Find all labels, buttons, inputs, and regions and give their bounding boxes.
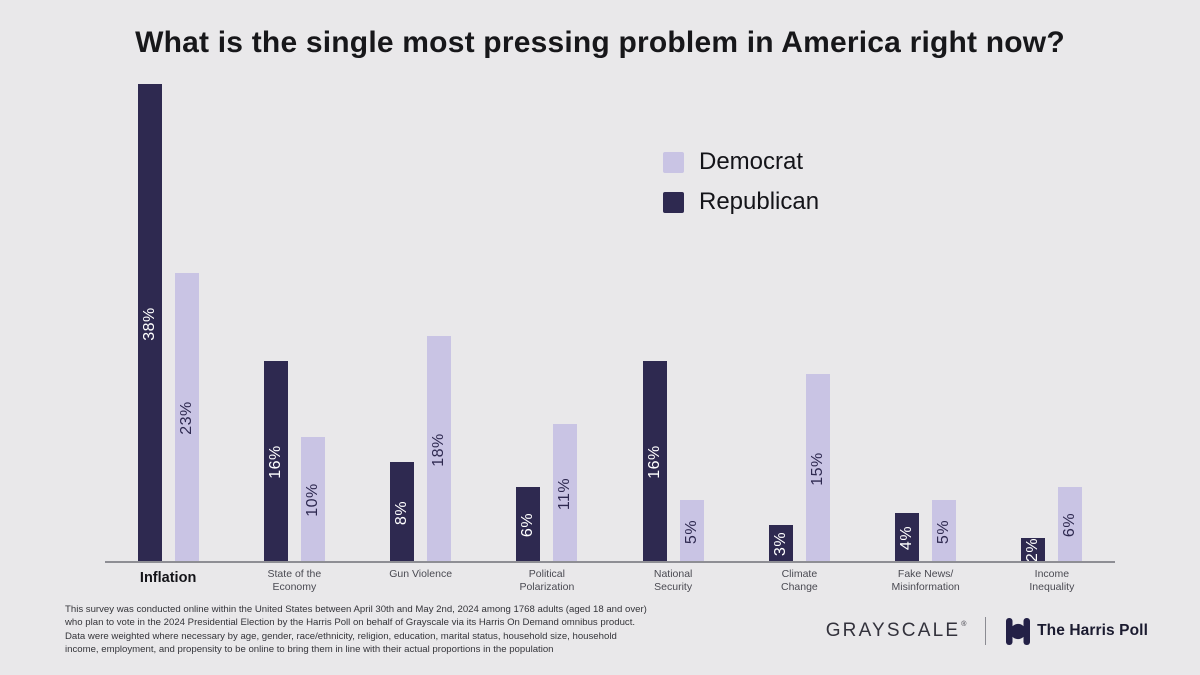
harris-poll-logo-text: The Harris Poll <box>1037 622 1148 639</box>
bar-value-label: 6% <box>519 513 537 538</box>
category-label-fake-news-misinformation: Fake News/Misinformation <box>891 568 960 593</box>
category-label-political-polarization: Political Polarization <box>519 568 575 593</box>
bar-democrat-political-polarization: 11% <box>553 424 578 563</box>
x-axis-line <box>105 561 1115 563</box>
bar-democrat-fake-news-misinformation: 5% <box>932 500 957 563</box>
harris-poll-icon <box>1006 617 1031 645</box>
bar-group-income-inequality: 2% 6% <box>989 0 1115 563</box>
bar-group-national-security: 16% 5% <box>610 0 736 563</box>
bar-value-label: 8% <box>393 500 411 525</box>
legend-item-republican: Republican <box>663 190 819 214</box>
category-label-climate-change: Climate Change <box>780 568 818 593</box>
bar-value-label: 5% <box>682 519 700 544</box>
legend-item-democrat: Democrat <box>663 150 819 174</box>
harris-poll-logo: The Harris Poll <box>1006 617 1148 645</box>
bar-democrat-gun-violence: 18% <box>427 336 452 563</box>
footnote-line: who plan to vote in the 2024 Presidentia… <box>65 617 636 629</box>
footnote-line: This survey was conducted online within … <box>65 604 647 615</box>
bar-value-label: 10% <box>303 483 321 517</box>
category-label-state-of-the-economy: State of the Economy <box>267 568 322 593</box>
bar-value-label: 6% <box>1061 513 1079 538</box>
bar-democrat-state-of-the-economy: 10% <box>300 437 325 563</box>
legend-label-republican: Republican <box>699 188 820 215</box>
chart-legend: Democrat Republican <box>663 150 819 214</box>
bar-value-label: 18% <box>430 432 448 467</box>
bar-democrat-inflation: 23% <box>174 273 199 563</box>
category-label-income-inequality: Income Inequality <box>1029 568 1075 593</box>
bar-republican-fake-news-misinformation: 4% <box>895 512 920 563</box>
footnote-line: income, employment, and propensity to be… <box>65 644 554 656</box>
bar-group-fake-news-misinformation: 4% 5% <box>863 0 989 563</box>
bar-republican-climate-change: 3% <box>768 525 793 563</box>
bar-value-label: 38% <box>140 306 158 341</box>
trademark-symbol: ® <box>961 621 969 628</box>
bar-group-state-of-the-economy: 16% 10% <box>231 0 357 563</box>
legend-swatch-democrat <box>663 151 684 173</box>
bar-democrat-national-security: 5% <box>679 500 704 563</box>
legend-label-democrat: Democrat <box>699 148 804 175</box>
footer-logos: GRAYSCALE ® The Harris Poll <box>826 612 1148 650</box>
bar-value-label: 15% <box>808 451 826 486</box>
grayscale-logo: GRAYSCALE ® <box>826 620 969 642</box>
bar-group-political-polarization: 6% 11% <box>484 0 610 563</box>
bar-group-climate-change: 3% 15% <box>736 0 862 563</box>
bar-chart-plot: 38% 23% 16% 10% 8% 18% 6% 11% 16% 5% 3% 15% 4% 5% 2% 6% <box>105 0 1115 563</box>
bar-value-label: 2% <box>1024 538 1042 563</box>
chart-title: What is the single most pressing problem… <box>135 26 1065 59</box>
grayscale-logo-text: GRAYSCALE <box>825 620 961 641</box>
bar-republican-state-of-the-economy: 16% <box>263 361 288 563</box>
bar-republican-income-inequality: 2% <box>1021 537 1046 563</box>
category-label-gun-violence: Gun Violence <box>389 568 453 580</box>
bar-value-label: 23% <box>177 401 195 435</box>
survey-methodology-footnote: This survey was conducted online within … <box>65 603 680 657</box>
bar-value-label: 4% <box>898 525 916 550</box>
bar-democrat-climate-change: 15% <box>805 374 830 563</box>
bar-republican-gun-violence: 8% <box>390 462 415 563</box>
legend-swatch-republican <box>663 191 684 213</box>
bar-value-label: 16% <box>266 445 284 479</box>
bar-value-label: 3% <box>771 532 789 557</box>
bar-republican-national-security: 16% <box>642 361 667 563</box>
category-label-national-security: National Security <box>653 568 693 593</box>
bar-group-inflation: 38% 23% <box>105 0 231 563</box>
category-axis-labels: Inflation State of the Economy Gun Violence… <box>105 568 1115 594</box>
bar-value-label: 16% <box>645 445 663 479</box>
bar-group-gun-violence: 8% 18% <box>358 0 484 563</box>
bar-democrat-income-inequality: 6% <box>1058 487 1083 563</box>
bar-value-label: 11% <box>556 477 574 510</box>
footer-divider <box>984 617 987 645</box>
bar-republican-inflation: 38% <box>137 84 162 563</box>
footnote-line: Data were weighted where necessary by ag… <box>65 630 617 642</box>
category-label-inflation: Inflation <box>139 570 197 586</box>
bar-groups: 38% 23% 16% 10% 8% 18% 6% 11% 16% 5% 3% 15% 4% 5% 2% 6% <box>105 0 1115 563</box>
bar-value-label: 5% <box>935 519 953 544</box>
bar-republican-political-polarization: 6% <box>516 487 541 563</box>
